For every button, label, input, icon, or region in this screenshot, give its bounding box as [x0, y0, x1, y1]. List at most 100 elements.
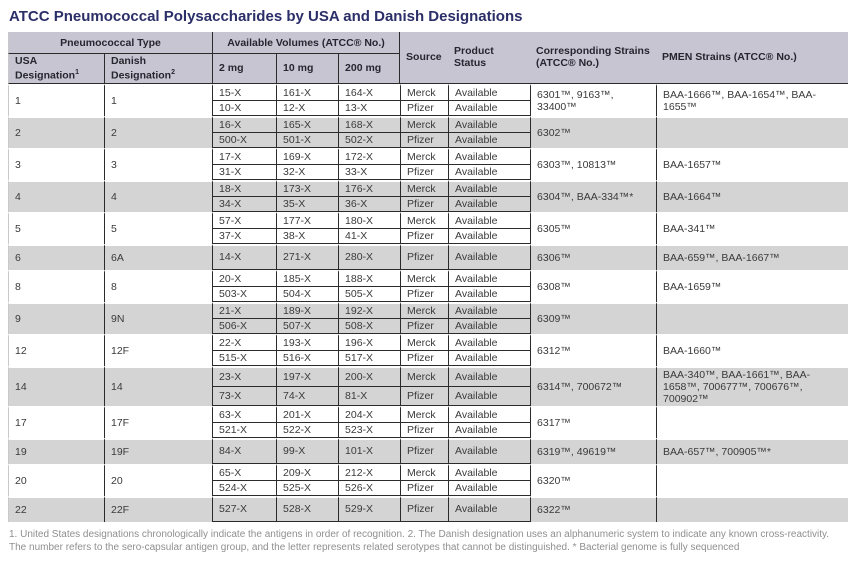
- col-group-available-volumes: Available Volumes (ATCC® No.): [212, 32, 401, 54]
- volume-10mg-cell: 197-X: [276, 365, 339, 386]
- volume-10mg-cell: 501-X: [276, 131, 339, 148]
- status-cell: Available: [448, 163, 531, 180]
- usa-designation-cell: 22: [8, 495, 104, 522]
- source-cell: Merck: [400, 115, 449, 132]
- table-row: 3 3 17-X 169-X 172-X Merck Available 6303™, 108…: [8, 147, 849, 180]
- source-cell: Pfizer: [400, 243, 449, 270]
- corresponding-strains-cell: 6301™, 9163™, 33400™: [530, 83, 657, 116]
- corresponding-strains-cell: 6312™: [530, 333, 657, 366]
- volume-200mg-cell: 180-X: [338, 211, 401, 228]
- danish-designation-cell: 6A: [104, 243, 213, 270]
- status-cell: Available: [448, 421, 531, 438]
- volume-200mg-cell: 505-X: [338, 285, 401, 302]
- volume-10mg-cell: 209-X: [276, 463, 339, 480]
- volume-200mg-cell: 176-X: [338, 179, 401, 196]
- status-cell: Available: [448, 99, 531, 116]
- source-cell: Pfizer: [400, 163, 449, 180]
- table-row: 14 14 23-X 197-X 200-X Merck Available 6314™, 7…: [8, 365, 849, 406]
- usa-designation-cell: 14: [8, 365, 104, 406]
- col-header-200mg: 200 mg: [338, 54, 401, 84]
- usa-designation-cell: 19: [8, 437, 104, 464]
- corresponding-strains-cell: 6305™: [530, 211, 657, 244]
- source-cell: Merck: [400, 269, 449, 286]
- corresponding-strains-cell: 6322™: [530, 495, 657, 522]
- page: ATCC Pneumococcal Polysaccharides by USA…: [0, 8, 856, 569]
- source-cell: Merck: [400, 333, 449, 350]
- source-cell: Merck: [400, 301, 449, 318]
- usa-designation-cell: 8: [8, 269, 104, 302]
- volume-2mg-cell: 10-X: [212, 99, 277, 116]
- table-header: Pneumococcal Type Available Volumes (ATC…: [8, 32, 849, 84]
- pmen-strains-cell: BAA-340™, BAA-1661™, BAA-1658™, 700677™,…: [656, 365, 849, 406]
- status-cell: Available: [448, 243, 531, 270]
- source-cell: Pfizer: [400, 385, 449, 406]
- volume-200mg-cell: 280-X: [338, 243, 401, 270]
- col-header-2mg: 2 mg: [212, 54, 277, 84]
- volume-10mg-cell: 185-X: [276, 269, 339, 286]
- status-cell: Available: [448, 179, 531, 196]
- type-group: 6 6A 14-X 271-X 280-X Pfizer Available 6306™ BAA…: [8, 243, 849, 270]
- corresponding-strains-cell: 6317™: [530, 405, 657, 438]
- danish-designation-cell: 8: [104, 269, 213, 302]
- volume-10mg-cell: 271-X: [276, 243, 339, 270]
- usa-designation-cell: 12: [8, 333, 104, 366]
- pmen-strains-cell: [656, 115, 849, 148]
- volume-200mg-cell: 204-X: [338, 405, 401, 422]
- volume-200mg-cell: 196-X: [338, 333, 401, 350]
- volume-10mg-cell: 169-X: [276, 147, 339, 164]
- usa-designation-cell: 4: [8, 179, 104, 212]
- volume-2mg-cell: 23-X: [212, 365, 277, 386]
- volume-2mg-cell: 37-X: [212, 227, 277, 244]
- col-header-danish-designation: Danish Designation2: [104, 54, 213, 84]
- status-cell: Available: [448, 437, 531, 464]
- source-cell: Pfizer: [400, 227, 449, 244]
- volume-2mg-cell: 503-X: [212, 285, 277, 302]
- usa-footnote-marker: 1: [75, 69, 79, 76]
- volume-2mg-cell: 63-X: [212, 405, 277, 422]
- danish-designation-cell: 5: [104, 211, 213, 244]
- volume-2mg-cell: 506-X: [212, 317, 277, 334]
- col-group-pneumococcal-type: Pneumococcal Type: [8, 32, 213, 54]
- volume-2mg-cell: 527-X: [212, 495, 277, 522]
- status-cell: Available: [448, 269, 531, 286]
- danish-designation-cell: 14: [104, 365, 213, 406]
- volume-200mg-cell: 200-X: [338, 365, 401, 386]
- volume-2mg-cell: 22-X: [212, 333, 277, 350]
- source-cell: Merck: [400, 179, 449, 196]
- volume-10mg-cell: 161-X: [276, 83, 339, 100]
- volume-10mg-cell: 12-X: [276, 99, 339, 116]
- usa-designation-cell: 1: [8, 83, 104, 116]
- status-cell: Available: [448, 285, 531, 302]
- corresponding-strains-cell: 6314™, 700672™: [530, 365, 657, 406]
- corresponding-strains-cell: 6309™: [530, 301, 657, 334]
- source-cell: Merck: [400, 365, 449, 386]
- table-row: 6 6A 14-X 271-X 280-X Pfizer Available 6306™ BAA…: [8, 243, 849, 270]
- danish-designation-cell: 1: [104, 83, 213, 116]
- danish-designation-cell: 4: [104, 179, 213, 212]
- danish-designation-cell: 17F: [104, 405, 213, 438]
- volume-200mg-cell: 13-X: [338, 99, 401, 116]
- table-row: 515-X 516-X 517-X Pfizer Available: [8, 349, 848, 366]
- status-cell: Available: [448, 195, 531, 212]
- corresponding-strains-cell: 6302™: [530, 115, 657, 148]
- volume-2mg-cell: 34-X: [212, 195, 277, 212]
- table-row: 10-X 12-X 13-X Pfizer Available: [8, 99, 848, 116]
- pmen-strains-cell: BAA-657™, 700905™*: [656, 437, 849, 464]
- danish-designation-label: Danish Designation: [111, 55, 172, 82]
- volume-200mg-cell: 164-X: [338, 83, 401, 100]
- volume-10mg-cell: 35-X: [276, 195, 339, 212]
- table-row: 506-X 507-X 508-X Pfizer Available: [8, 317, 848, 334]
- type-group: 12 12F 22-X 193-X 196-X Merck Available 6312™ BA…: [8, 333, 849, 366]
- pmen-strains-cell: [656, 463, 849, 496]
- danish-designation-cell: 9N: [104, 301, 213, 334]
- table-row: 31-X 32-X 33-X Pfizer Available: [8, 163, 848, 180]
- table-row: 524-X 525-X 526-X Pfizer Available: [8, 479, 848, 496]
- header-row-columns: USA Designation1 Danish Designation2 2 m…: [8, 54, 848, 84]
- table-row: 8 8 20-X 185-X 188-X Merck Available 6308™ BAA-1…: [8, 269, 849, 302]
- header-row-groups: Pneumococcal Type Available Volumes (ATC…: [8, 32, 849, 84]
- table-row: 73-X 74-X 81-X Pfizer Available: [8, 385, 848, 406]
- status-cell: Available: [448, 349, 531, 366]
- source-cell: Pfizer: [400, 317, 449, 334]
- corresponding-strains-cell: 6303™, 10813™: [530, 147, 657, 180]
- status-cell: Available: [448, 333, 531, 350]
